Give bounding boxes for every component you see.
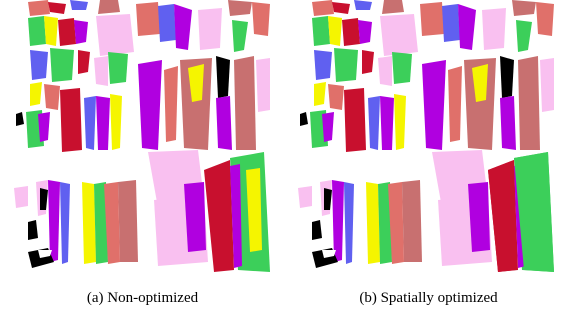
caption: (b) Spatially optimized bbox=[286, 290, 571, 307]
segmentation-image bbox=[292, 0, 562, 278]
segment bbox=[14, 0, 270, 272]
segment bbox=[488, 160, 516, 272]
segmentation-image bbox=[8, 0, 278, 278]
figure: (a) Non-optimized (b) Spatially optimize… bbox=[0, 0, 571, 320]
caption: (a) Non-optimized bbox=[0, 290, 285, 307]
segment bbox=[298, 0, 554, 272]
